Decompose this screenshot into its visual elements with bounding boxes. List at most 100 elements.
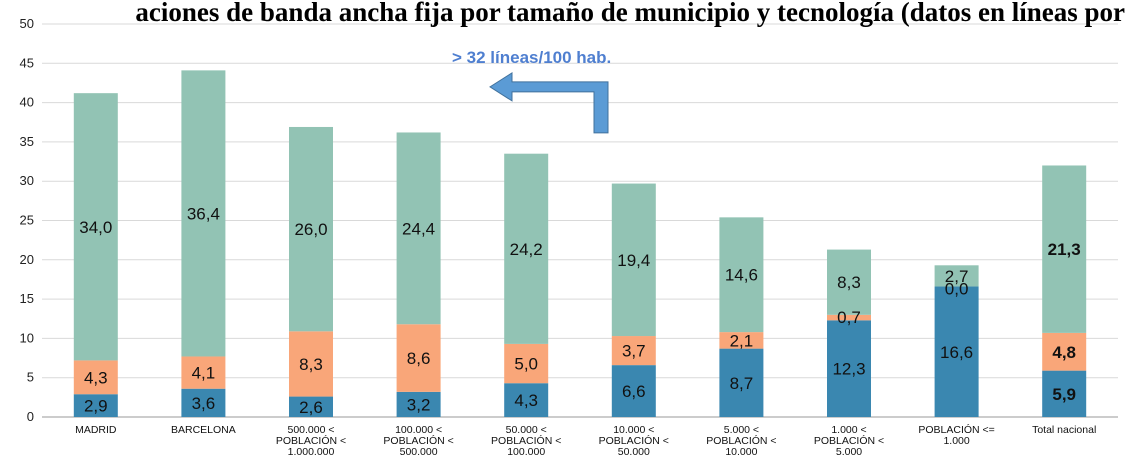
- x-tick-label-line: 10.000: [725, 446, 757, 456]
- bars: [73, 70, 1087, 417]
- x-axis: MADRID BARCELONA 500.000 < POBLACIÓN <1.000…: [75, 423, 1096, 456]
- data-label: 5,9: [1052, 385, 1076, 404]
- x-tick-label-line: BARCELONA: [171, 424, 236, 436]
- x-tick-label: 10.000 < POBLACIÓN <50.000: [599, 424, 669, 456]
- x-tick-label: 5.000 < POBLACIÓN <10.000: [706, 424, 776, 456]
- bar-segment: [396, 391, 441, 417]
- x-tick-label-line: POBLACIÓN <: [276, 434, 346, 447]
- data-label: 2,1: [730, 331, 754, 350]
- bar-segment: [827, 249, 871, 315]
- x-tick-label: MADRID: [75, 424, 117, 436]
- data-label: 8,7: [730, 374, 754, 393]
- data-label: 4,3: [84, 368, 108, 387]
- annotation: > 32 líneas/100 hab.: [452, 48, 611, 134]
- bar-segment: [504, 343, 549, 384]
- data-label: 36,4: [187, 204, 220, 223]
- y-tick-label: 0: [27, 409, 34, 424]
- data-label: 2,6: [299, 398, 323, 417]
- data-labels: 2,9 4,3 34,0 3,6 4,1 36,4 2,6 8,3 26,0 3,2 8,6 24,4…: [79, 204, 1080, 416]
- data-label: 0,7: [837, 308, 861, 327]
- x-tick-label: 50.000 < POBLACIÓN <100.000: [491, 424, 561, 456]
- data-label: 19,4: [617, 251, 650, 270]
- data-label: 24,4: [402, 219, 435, 238]
- bar-segment: [719, 332, 764, 349]
- bar-segment: [181, 388, 226, 417]
- bar-segment: [1042, 332, 1087, 371]
- data-label: 24,2: [510, 240, 543, 259]
- bar-segment: [396, 324, 441, 392]
- data-label: 8,6: [407, 349, 431, 368]
- x-tick-label-line: 500.000: [400, 446, 438, 456]
- bar-segment: [73, 93, 118, 361]
- x-tick-label-line: 1.000: [943, 435, 969, 447]
- annotation-text: > 32 líneas/100 hab.: [452, 48, 611, 67]
- x-tick-label-line: POBLACIÓN <: [599, 434, 669, 447]
- data-label: 16,6: [940, 343, 973, 362]
- y-tick-label: 10: [20, 330, 34, 345]
- data-label: 3,7: [622, 342, 646, 361]
- data-label: 26,0: [294, 220, 327, 239]
- bar-segment: [934, 265, 979, 287]
- x-tick-label-line: 1.000.000: [288, 446, 335, 456]
- x-tick-label: 500.000 < POBLACIÓN <1.000.000: [276, 424, 346, 456]
- x-tick-label-line: 5.000: [836, 446, 862, 456]
- data-label: 8,3: [299, 355, 323, 374]
- data-label: 21,3: [1048, 240, 1081, 259]
- y-tick-label: 20: [20, 252, 34, 267]
- x-tick-label-line: 10.000 <: [613, 424, 654, 436]
- y-tick-label: 5: [27, 370, 34, 385]
- y-tick-label: 45: [20, 55, 34, 70]
- bar-segment: [611, 336, 656, 366]
- x-tick-label-line: POBLACIÓN <: [491, 434, 561, 447]
- bar-segment: [73, 394, 118, 417]
- x-tick-label-line: POBLACIÓN <: [383, 434, 453, 447]
- data-label: 3,2: [407, 395, 431, 414]
- data-label: 4,8: [1052, 343, 1076, 362]
- left-arrow-icon: [489, 71, 609, 134]
- x-tick-label: Total nacional: [1032, 424, 1096, 436]
- y-tick-label: 15: [20, 291, 34, 306]
- bar-segment: [1042, 370, 1087, 417]
- y-tick-label: 50: [20, 16, 34, 31]
- data-label: 4,1: [192, 364, 216, 383]
- x-tick-label-line: 100.000: [507, 446, 545, 456]
- y-tick-label: 30: [20, 173, 34, 188]
- data-label: 0,0: [945, 280, 969, 299]
- bar-segment: [289, 126, 333, 332]
- x-tick-label: 1.000 < POBLACIÓN <5.000: [814, 424, 884, 456]
- bar-segment: [719, 217, 764, 333]
- x-tick-label-line: 1.000 <: [831, 424, 866, 436]
- bar-segment: [289, 396, 333, 417]
- x-tick-label-line: 5.000 <: [724, 424, 759, 436]
- bar-segment: [289, 331, 333, 397]
- data-label: 5,0: [514, 355, 538, 374]
- x-tick-label-line: 50.000: [618, 446, 650, 456]
- bar-segment: [934, 286, 979, 417]
- x-tick-label: POBLACIÓN <= 1.000: [918, 423, 994, 447]
- data-label: 12,3: [832, 360, 865, 379]
- x-tick-label-line: 500.000 <: [287, 424, 334, 436]
- data-label: 6,6: [622, 382, 646, 401]
- bar-segment: [396, 132, 441, 325]
- x-tick-label: BARCELONA: [171, 424, 236, 436]
- y-axis: 0 5 10 15 20 25 30 35 40 45 50: [20, 16, 34, 424]
- bar-segment: [504, 153, 549, 344]
- bar-segment: [611, 365, 656, 417]
- y-tick-label: 25: [20, 213, 34, 228]
- bar-segment: [181, 356, 226, 389]
- chart-title: aciones de banda ancha fija por tamaño d…: [135, 0, 1125, 27]
- bar-segment: [611, 183, 656, 337]
- x-tick-label-line: POBLACIÓN <: [706, 434, 776, 447]
- bar-segment: [73, 360, 118, 395]
- y-tick-label: 35: [20, 134, 34, 149]
- data-label: 2,9: [84, 397, 108, 416]
- data-label: 34,0: [79, 218, 112, 237]
- y-tick-label: 40: [20, 95, 34, 110]
- data-label: 4,3: [514, 391, 538, 410]
- bar-segment: [827, 314, 871, 321]
- data-label: 8,3: [837, 273, 861, 292]
- bar-segment: [827, 320, 871, 417]
- data-label: 3,6: [192, 394, 216, 413]
- x-tick-label-line: 50.000 <: [506, 424, 547, 436]
